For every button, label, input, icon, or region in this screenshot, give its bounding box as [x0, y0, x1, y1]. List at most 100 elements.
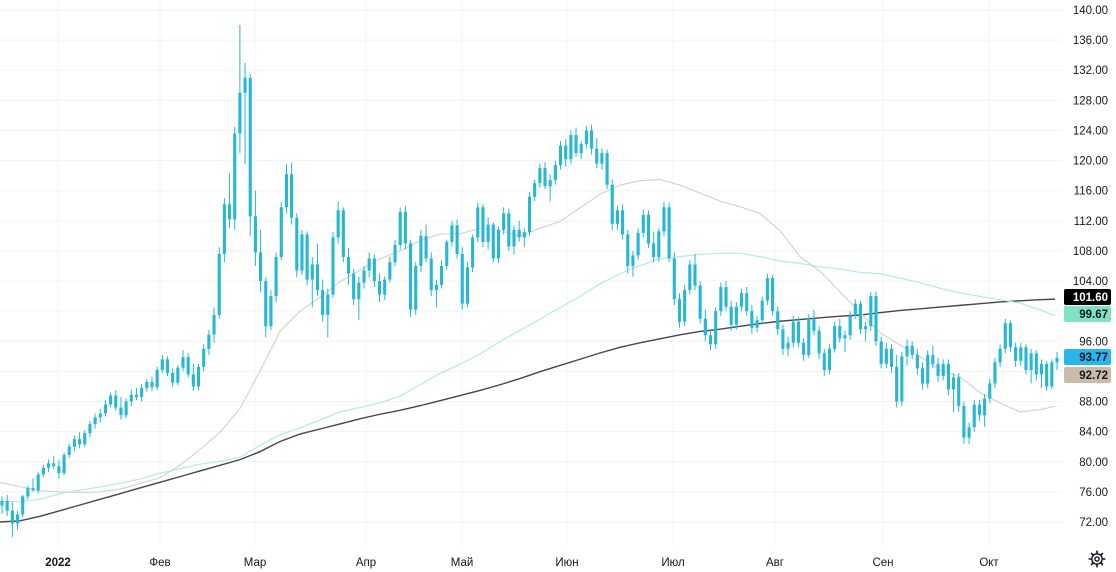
- candle: [972, 400, 976, 432]
- candle: [610, 179, 614, 230]
- candle: [1019, 342, 1023, 366]
- candle: [212, 307, 216, 343]
- candle: [300, 229, 304, 276]
- moving-average-short: [0, 178, 1056, 494]
- candle: [41, 464, 45, 477]
- gear-icon[interactable]: [1088, 550, 1106, 568]
- y-tick-label: 108.00: [1073, 246, 1108, 258]
- y-tick-label: 140.00: [1073, 5, 1108, 17]
- price-axis[interactable]: 140.00 136.00 132.00 128.00 124.00 120.00 116.…: [1073, 5, 1108, 529]
- candle: [683, 284, 687, 327]
- candle: [1034, 350, 1038, 381]
- y-tick-label: 136.00: [1073, 35, 1108, 47]
- candle: [595, 138, 599, 169]
- candle: [165, 356, 170, 376]
- candle: [196, 363, 201, 391]
- candle: [253, 190, 257, 266]
- candle: [429, 252, 433, 297]
- candle: [341, 207, 345, 263]
- x-tick-label: Авг: [766, 557, 784, 569]
- candle: [207, 330, 211, 355]
- candle: [264, 277, 268, 338]
- candle: [853, 299, 857, 319]
- candle: [181, 350, 185, 372]
- candle: [791, 315, 795, 348]
- candle: [941, 359, 945, 381]
- candle: [926, 350, 930, 388]
- svg-text:101.60: 101.60: [1073, 292, 1108, 304]
- candle: [895, 354, 899, 408]
- candle: [719, 282, 723, 316]
- candle: [1045, 360, 1049, 391]
- y-tick-label: 132.00: [1073, 65, 1108, 77]
- candle: [10, 502, 14, 538]
- y-tick-label: 120.00: [1073, 156, 1108, 168]
- candle: [879, 336, 883, 369]
- candle: [98, 409, 102, 423]
- candle: [946, 359, 950, 396]
- candle: [1003, 318, 1007, 354]
- candle: [864, 321, 868, 342]
- candle: [238, 25, 242, 154]
- candle: [481, 204, 485, 248]
- candle: [62, 452, 66, 476]
- candle: [1008, 320, 1013, 352]
- y-tick-label: 88.00: [1079, 397, 1108, 409]
- candle: [905, 339, 909, 366]
- candle: [279, 202, 283, 260]
- candle: [233, 126, 237, 230]
- candle: [321, 279, 325, 322]
- grid: [0, 0, 1062, 545]
- candle: [496, 226, 501, 263]
- candle: [476, 202, 480, 242]
- candle: [315, 243, 320, 297]
- svg-text:93.77: 93.77: [1079, 352, 1108, 364]
- candle: [124, 398, 128, 419]
- price-badge: 93.77: [1064, 349, 1111, 365]
- candle: [507, 208, 511, 251]
- y-tick-label: 116.00: [1074, 186, 1108, 198]
- candle: [383, 276, 387, 300]
- candle: [5, 494, 9, 516]
- candle: [109, 392, 113, 408]
- candle: [817, 326, 821, 360]
- y-tick-label: 104.00: [1073, 276, 1108, 288]
- candle: [248, 74, 252, 236]
- candle: [310, 256, 314, 308]
- candles: [0, 25, 1059, 538]
- candle: [553, 160, 557, 185]
- y-tick-label: 84.00: [1079, 427, 1108, 439]
- candle: [667, 202, 671, 263]
- candle: [103, 400, 107, 417]
- candle: [305, 231, 309, 285]
- y-tick-label: 128.00: [1073, 95, 1108, 107]
- candle: [952, 372, 956, 413]
- candle: [460, 247, 464, 310]
- candle: [326, 288, 330, 338]
- moving-average-long: [0, 298, 1056, 523]
- candle: [869, 291, 873, 331]
- candle: [807, 314, 811, 358]
- candle: [217, 247, 221, 319]
- candle: [714, 307, 718, 349]
- candle: [698, 281, 702, 324]
- candle: [445, 239, 449, 270]
- candle: [590, 124, 594, 155]
- candle: [52, 455, 56, 470]
- candle: [67, 443, 71, 458]
- candle: [538, 163, 542, 188]
- candle: [465, 262, 469, 308]
- candle: [688, 259, 692, 295]
- candle: [269, 290, 273, 330]
- candle: [765, 273, 769, 306]
- candle: [491, 222, 495, 263]
- candle: [346, 247, 351, 285]
- candle: [15, 510, 20, 530]
- candle: [693, 253, 697, 291]
- candle: [274, 252, 278, 303]
- svg-text:99.67: 99.67: [1079, 309, 1108, 321]
- candle: [760, 296, 764, 325]
- time-axis[interactable]: 2022 Фев Мар Апр Май Июн Июл Авг Сен Окт: [45, 557, 999, 569]
- candle: [352, 269, 356, 306]
